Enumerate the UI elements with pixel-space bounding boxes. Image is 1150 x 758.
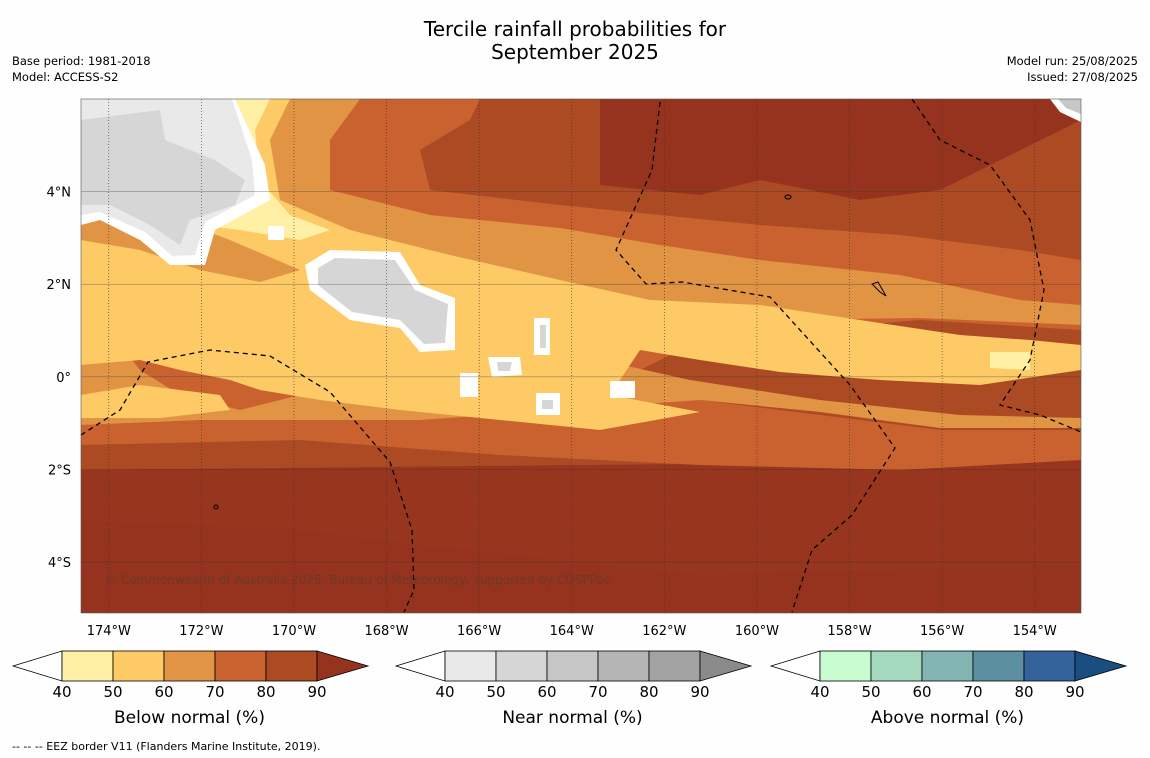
near-normal-patch-2-grey: [540, 325, 546, 348]
colorbar-tick: 70: [963, 683, 983, 701]
eez-border-west: [81, 349, 415, 613]
colorbar-tick: 80: [256, 683, 276, 701]
model-name: Model: ACCESS-S2: [12, 70, 119, 84]
colorbar-tick: 80: [639, 683, 659, 701]
lon-tick-label: 170°W: [272, 624, 316, 639]
map-field: [81, 99, 1081, 613]
colorbar-segment: [921, 650, 974, 682]
lon-tick-label: 168°W: [364, 624, 408, 639]
colorbar-segment: [444, 650, 497, 682]
colorbar-high-extension: [316, 650, 370, 682]
colorbar-tick: 40: [52, 683, 72, 701]
model-run: Model run: 25/08/2025: [1006, 54, 1138, 68]
chart-title: Tercile rainfall probabilities for Septe…: [0, 18, 1150, 64]
meta-right: Model run: 25/08/2025 Issued: 27/08/2025: [1007, 53, 1138, 85]
lon-tick-label: 164°W: [550, 624, 594, 639]
near-normal-patch-4: [460, 373, 478, 397]
colorbar-tick: 60: [912, 683, 932, 701]
base-period: Base period: 1981-2018: [12, 54, 151, 68]
axis-labels: 174°W 172°W 170°W 168°W 166°W 164°W 162°W 160°W…: [47, 186, 1057, 639]
band-50: [81, 99, 1081, 430]
band-50-west: [81, 385, 230, 418]
lon-tick-label: 156°W: [920, 624, 964, 639]
colorbar-tick: 50: [861, 683, 881, 701]
colorbar-1: [12, 650, 370, 682]
near-normal-50-center: [318, 258, 448, 344]
lon-tick-label: 154°W: [1013, 624, 1057, 639]
colorbar-low-extension: [12, 650, 63, 682]
lon-tick-label: 166°W: [457, 624, 501, 639]
colorbar-segment: [163, 650, 216, 682]
band-90-south: [81, 460, 1081, 610]
colorbar-title: Above normal (%): [870, 708, 1025, 728]
eez-border-east: [911, 99, 1081, 433]
lat-tick-label: 2°S: [48, 463, 71, 478]
title-line-2: September 2025: [491, 40, 659, 64]
near-normal-ne-grey: [1058, 99, 1081, 114]
lon-tick-label: 158°W: [827, 624, 871, 639]
near-normal-patch-6: [268, 226, 284, 240]
near-normal-patch-3-grey: [542, 400, 553, 409]
colorbar-segment: [495, 650, 548, 682]
lat-tick-label: 2°N: [47, 278, 72, 293]
colorbar-tick: 60: [154, 683, 174, 701]
near-normal-patch-1-grey: [497, 362, 512, 371]
title-line-1: Tercile rainfall probabilities for: [423, 17, 727, 41]
eez-borders: [81, 99, 1081, 613]
near-normal-50-nw: [81, 110, 245, 245]
colorbar-tick: 90: [307, 683, 327, 701]
near-normal-patch-5: [610, 381, 635, 398]
gridlines: [81, 99, 1081, 613]
eez-border-center: [615, 101, 896, 613]
colorbar-segment: [648, 650, 701, 682]
lon-tick-label: 160°W: [735, 624, 779, 639]
lat-tick-label: 4°S: [48, 556, 71, 571]
lon-tick-label: 162°W: [642, 624, 686, 639]
lat-tick-label: 0°: [56, 371, 71, 386]
colorbar-high-extension: [699, 650, 753, 682]
island-2: [871, 281, 887, 297]
colorbar-low-extension: [395, 650, 446, 682]
colorbar-title: Near normal (%): [502, 708, 643, 728]
colorbar-tick: 70: [588, 683, 608, 701]
probability-map: © Commonwealth of Australia 2025, Bureau…: [47, 98, 1082, 639]
issued-date: Issued: 27/08/2025: [1027, 70, 1138, 84]
colorbar-segment: [214, 650, 267, 682]
eez-legend-note: -- -- -- EEZ border V11 (Flanders Marine…: [12, 740, 321, 753]
copyright-text: © Commonwealth of Australia 2025, Bureau…: [105, 573, 610, 587]
island-3: [213, 504, 219, 510]
colorbar-high-extension: [1074, 650, 1128, 682]
colorbar-tick: 60: [537, 683, 557, 701]
colorbar-segment: [1023, 650, 1076, 682]
colorbar-2: [395, 650, 753, 682]
colorbar-segment: [597, 650, 650, 682]
colorbar-tick: 90: [1065, 683, 1085, 701]
colorbar-tick: 40: [810, 683, 830, 701]
colorbar-tick: 50: [103, 683, 123, 701]
colorbar-segment: [546, 650, 599, 682]
colorbar-3: [770, 650, 1128, 682]
colorbar-tick: 90: [690, 683, 710, 701]
island-1: [784, 194, 792, 200]
colorbar-title: Below normal (%): [114, 708, 265, 728]
lat-tick-label: 4°N: [47, 186, 72, 201]
colorbar-segment: [870, 650, 923, 682]
colorbar-tick: 80: [1014, 683, 1034, 701]
colorbar-segment: [265, 650, 318, 682]
meta-left: Base period: 1981-2018 Model: ACCESS-S2: [12, 53, 151, 85]
colorbar-tick: 70: [205, 683, 225, 701]
map-frame: [80, 98, 1082, 614]
colorbar-segment: [61, 650, 114, 682]
lon-tick-label: 172°W: [179, 624, 223, 639]
lon-tick-label: 174°W: [87, 624, 131, 639]
band-90-north: [600, 99, 1081, 200]
islands: [213, 194, 887, 510]
colorbar-tick: 40: [435, 683, 455, 701]
colorbar-low-extension: [770, 650, 821, 682]
colorbar-segment: [819, 650, 872, 682]
colorbar-segment: [112, 650, 165, 682]
band-40-east: [990, 352, 1030, 370]
colorbar-segment: [972, 650, 1025, 682]
colorbar-tick: 50: [486, 683, 506, 701]
